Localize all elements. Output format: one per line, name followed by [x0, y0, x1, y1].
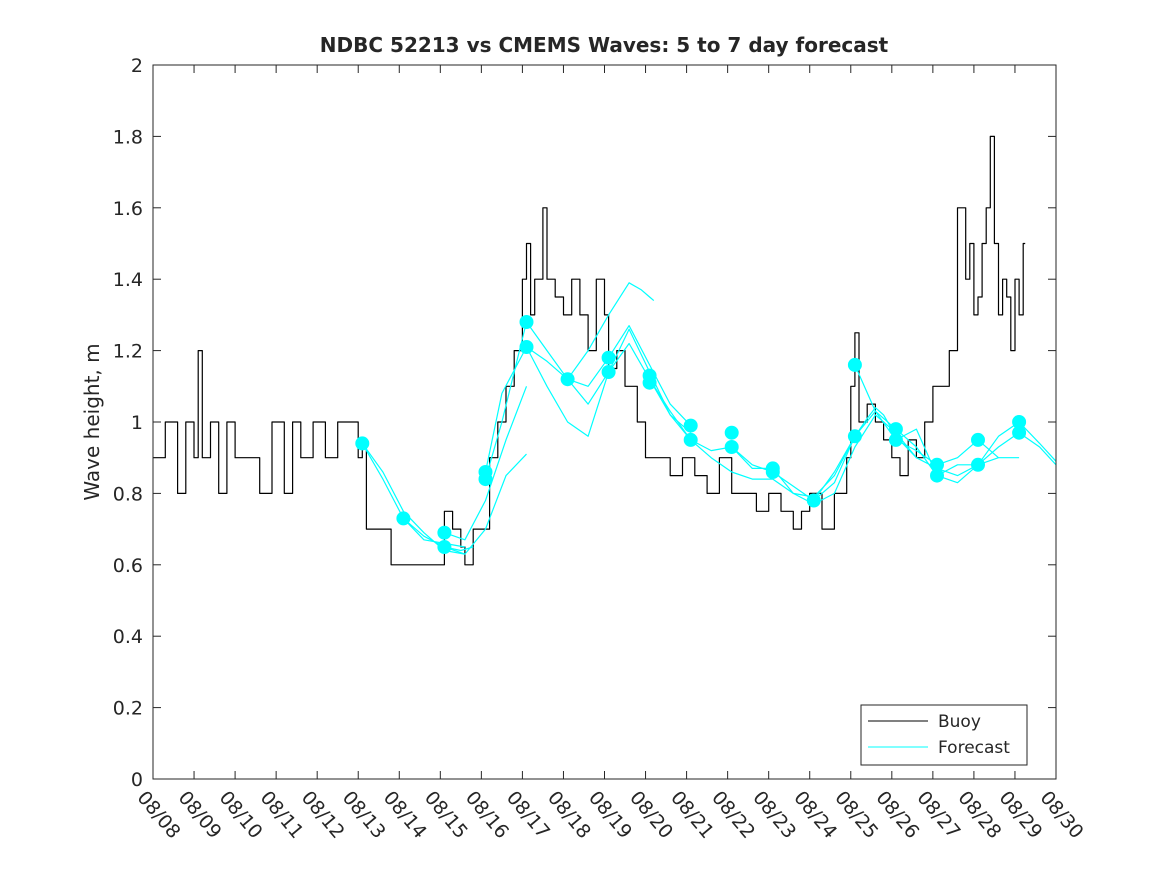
plot-area — [153, 65, 1056, 779]
forecast-marker — [724, 425, 739, 440]
legend: Buoy Forecast — [860, 704, 1028, 766]
forecast-marker — [971, 457, 985, 472]
forecast-marker — [601, 365, 616, 379]
forecast-marker — [601, 350, 616, 365]
forecast-marker — [642, 375, 657, 390]
forecast-series-line — [649, 378, 856, 502]
plot-frame — [152, 64, 1057, 780]
legend-box — [860, 704, 1028, 766]
forecast-marker — [971, 432, 985, 447]
forecast-series-line — [444, 453, 527, 555]
forecast-marker — [724, 440, 739, 454]
forecast-marker — [765, 465, 780, 479]
forecast-marker — [396, 511, 411, 526]
forecast-marker — [1012, 425, 1027, 440]
forecast-series-line — [484, 321, 692, 480]
forecast-marker — [478, 472, 493, 487]
forecast-marker — [847, 357, 862, 372]
forecast-marker — [888, 432, 903, 447]
legend-buoy-label: Buoy — [938, 712, 981, 732]
forecast-marker — [355, 436, 370, 451]
forecast-series-line — [690, 436, 856, 498]
forecast-series-line — [813, 407, 1057, 501]
chart-title: NDBC 52213 vs CMEMS Waves: 5 to 7 day fo… — [320, 33, 889, 57]
forecast-series-line — [854, 364, 1057, 484]
forecast-marker — [519, 315, 534, 329]
forecast-series-line — [484, 325, 692, 473]
forecast-series-line — [731, 414, 917, 505]
forecast-marker — [683, 418, 698, 433]
forecast-marker — [519, 340, 534, 354]
forecast-series-line — [895, 428, 1020, 477]
forecast-marker — [806, 493, 821, 508]
forecast-marker — [930, 468, 944, 483]
y-tick-label: 1.8 — [113, 126, 143, 148]
y-tick-label: 0 — [131, 769, 143, 791]
forecast-marker — [560, 372, 575, 387]
y-tick-label: 1.4 — [113, 269, 143, 291]
forecast-marker — [437, 525, 452, 540]
y-tick-label: 1.2 — [113, 341, 143, 363]
y-axis-label: Wave height, m — [80, 343, 104, 500]
y-tick-label: 0.2 — [113, 698, 143, 720]
legend-forecast-label: Forecast — [938, 738, 1010, 758]
y-tick-label: 2 — [131, 55, 143, 77]
forecast-marker — [847, 429, 862, 444]
y-tick-label: 1 — [131, 412, 143, 434]
tick-marks — [152, 64, 1057, 780]
forecast-marker — [437, 540, 452, 554]
forecast-series-line — [567, 282, 655, 380]
y-tick-label: 0.6 — [113, 555, 143, 577]
y-tick-label: 0.4 — [113, 626, 143, 648]
forecast-marker — [683, 432, 698, 447]
y-tick-label: 1.6 — [113, 198, 143, 220]
forecast-markers — [355, 315, 1027, 554]
y-tick-label: 0.8 — [113, 483, 143, 505]
forecast-series-line — [444, 386, 528, 541]
